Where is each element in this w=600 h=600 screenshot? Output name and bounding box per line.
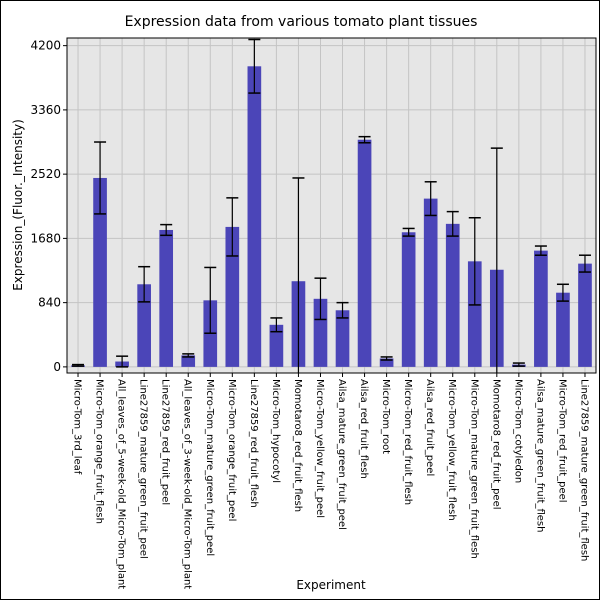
x-tick-label: Line27859_red_fruit_peel [160, 379, 171, 505]
y-tick-label: 3360 [30, 103, 61, 117]
y-tick-label: 840 [38, 296, 61, 310]
x-tick-label: Micro-Tom_root [380, 379, 391, 454]
x-tick-label: Momotaro8_red_fruit_flesh [292, 379, 303, 512]
x-tick-label: Ailsa_red_fruit_flesh [358, 379, 369, 479]
y-tick-label: 0 [53, 360, 61, 374]
bar [159, 229, 174, 367]
bars [71, 66, 592, 367]
bar [269, 324, 284, 367]
bar [313, 298, 328, 367]
x-tick-label: Ailsa_red_fruit_peel [424, 379, 435, 476]
bar [467, 261, 482, 367]
bar [401, 232, 416, 367]
bar [137, 284, 151, 367]
x-tick-label: Micro-Tom_3rd_leaf [72, 379, 83, 475]
y-tick-label: 4200 [30, 39, 61, 53]
x-tick-label: Line27859_mature_green_fruit_peel [138, 379, 149, 559]
bar [379, 358, 394, 367]
y-tick-label: 1680 [30, 231, 61, 245]
bar [247, 66, 262, 367]
plot-border [66, 37, 597, 374]
error-bars [72, 38, 591, 373]
x-tick-label: Micro-Tom_mature_green_fruit_flesh [468, 379, 479, 559]
chart-title: Expression data from various tomato plan… [125, 14, 478, 30]
x-axis-ticks: Micro-Tom_3rd_leaf Micro-Tom_orange_fruit… [72, 373, 589, 589]
bar [423, 198, 438, 367]
x-tick-label: Micro-Tom_yellow_fruit_peel [314, 379, 325, 518]
x-tick-label: Micro-Tom_orange_fruit_flesh [94, 379, 105, 524]
bar [225, 226, 240, 367]
y-tick-label: 2520 [30, 167, 61, 181]
x-tick-label: Micro-Tom_mature_green_fruit_peel [204, 379, 215, 556]
x-tick-label: All_leaves_of_5-week-old_Micro-Tom_plant [116, 379, 127, 589]
gridlines [67, 38, 596, 373]
bar [534, 250, 548, 367]
plot-area [67, 38, 596, 373]
x-tick-label: Micro-Tom_cotyledon [512, 379, 523, 483]
bar [445, 223, 460, 367]
x-tick-label: Line27859_red_fruit_flesh [248, 379, 259, 508]
x-axis-label: Experiment [296, 578, 366, 592]
x-tick-label: Momotaro8_red_fruit_peel [490, 379, 501, 510]
bar [335, 310, 350, 367]
bar [357, 139, 372, 367]
bar [578, 263, 592, 367]
x-tick-label: Micro-Tom_red_fruit_peel [556, 379, 567, 503]
x-tick-label: Micro-Tom_yellow_fruit_flesh [446, 379, 457, 521]
x-tick-label: Ailsa_mature_green_fruit_flesh [534, 379, 545, 532]
y-axis-label: Expression_(Fluor._Intensity) [11, 119, 25, 291]
x-tick-label: Line27859_mature_green_fruit_flesh [578, 379, 589, 561]
bar [181, 355, 196, 367]
bar [556, 292, 570, 367]
x-tick-label: Ailsa_mature_green_fruit_peel [336, 379, 347, 530]
x-tick-label: Micro-Tom_red_fruit_flesh [402, 379, 413, 505]
x-tick-label: All_leaves_of_3-week-old_Micro-Tom_plant [182, 379, 193, 589]
y-axis-ticks: 0 840 1680 2520 3360 4200 [30, 39, 67, 374]
x-tick-label: Micro-Tom_hypocotyl [270, 379, 281, 483]
bar [93, 177, 107, 367]
x-tick-label: Micro-Tom_orange_fruit_peel [226, 379, 237, 521]
